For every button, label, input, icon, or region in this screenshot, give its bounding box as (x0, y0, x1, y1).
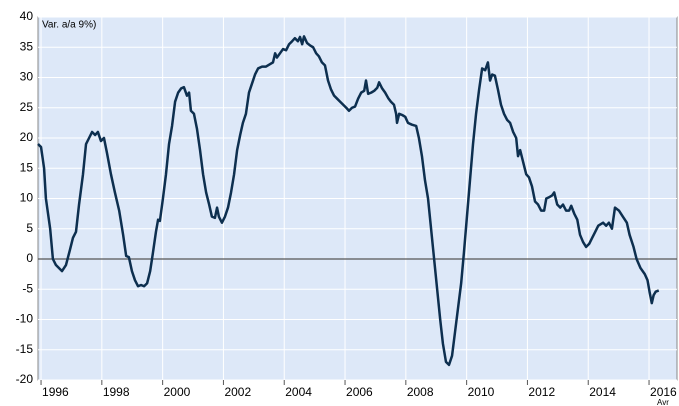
x-tick-label: 2012 (528, 385, 555, 399)
y-tick-label: 5 (26, 221, 33, 235)
y-tick-label: -5 (22, 281, 33, 295)
x-tick-label: 1996 (42, 385, 69, 399)
x-tick-label: 2000 (164, 385, 191, 399)
y-tick-label: 10 (20, 191, 34, 205)
x-tick-label: 2016 (650, 385, 677, 399)
y-tick-label: 0 (26, 251, 33, 265)
x-tick-label: 2010 (468, 385, 495, 399)
x-tick-label: 2006 (346, 385, 373, 399)
x-tick-label: 2002 (224, 385, 251, 399)
x-tick-label: 2004 (285, 385, 312, 399)
y-tick-label: 35 (20, 39, 34, 53)
x-tick-label: 2008 (407, 385, 434, 399)
y-axis-label: Var. a/a 9%) (42, 20, 96, 31)
x-tick-label: 1998 (103, 385, 130, 399)
y-tick-label: 15 (20, 160, 34, 174)
y-tick-label: -20 (16, 372, 34, 386)
y-tick-label: 20 (20, 130, 34, 144)
y-tick-label: -15 (16, 342, 34, 356)
x-tick-label: 2014 (589, 385, 616, 399)
data-line (37, 35, 660, 367)
y-tick-label: 25 (20, 100, 34, 114)
y-tick-label: 30 (20, 70, 34, 84)
y-tick-label: 40 (20, 9, 34, 23)
y-tick-label: -10 (16, 312, 34, 326)
annotation: Avr (657, 398, 669, 406)
